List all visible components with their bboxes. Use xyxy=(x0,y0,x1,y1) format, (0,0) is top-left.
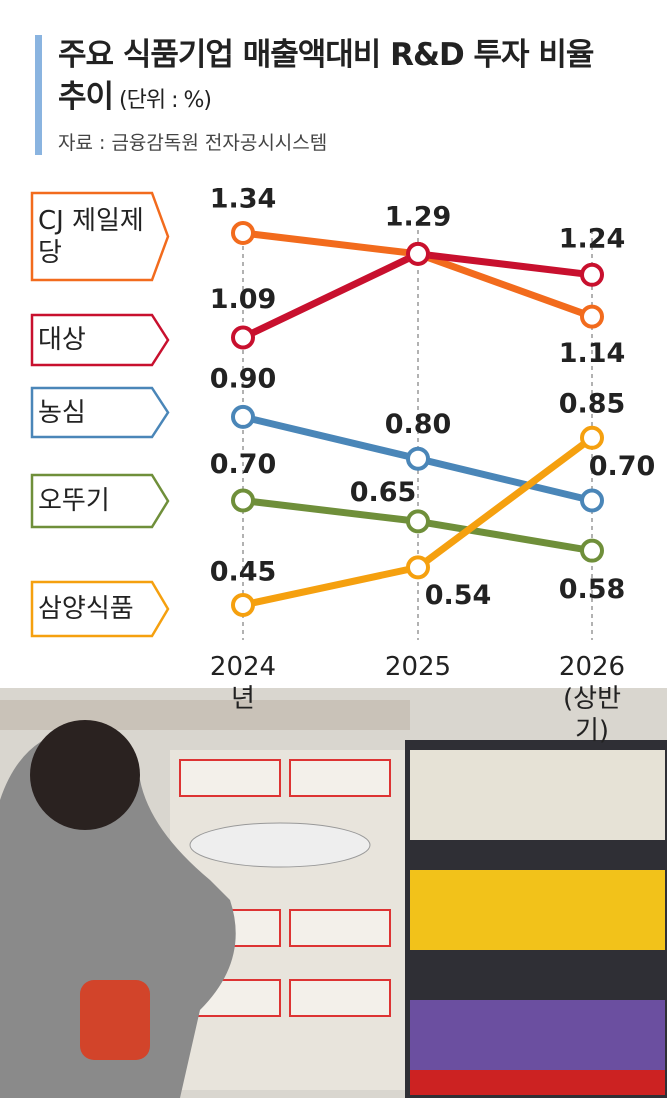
value-label: 1.29 xyxy=(385,201,452,232)
value-label: 1.09 xyxy=(210,284,277,315)
x-tick-label: 2026 (상반기) xyxy=(558,652,626,746)
point xyxy=(580,425,604,450)
legend-frame xyxy=(30,473,170,529)
photo xyxy=(0,688,667,1098)
legend-label: 대상 xyxy=(38,325,86,355)
point xyxy=(231,325,255,350)
legend-frame xyxy=(30,580,170,638)
point xyxy=(231,404,255,429)
point xyxy=(406,509,430,534)
chart-title: 주요 식품기업 매출액대비 R&D 투자 비율 추이 (단위 : %) xyxy=(58,37,594,115)
point xyxy=(231,593,255,617)
value-label: 0.80 xyxy=(385,409,452,440)
point xyxy=(231,488,255,513)
title-accent xyxy=(35,35,42,155)
value-label: 0.65 xyxy=(350,477,417,508)
point xyxy=(231,221,255,245)
point xyxy=(580,262,604,287)
legend-label: CJ 제일제당 xyxy=(38,205,144,268)
legend-frame xyxy=(30,191,170,282)
value-label: 0.70 xyxy=(210,449,277,480)
value-label: 0.70 xyxy=(589,451,656,482)
value-label: 0.85 xyxy=(559,388,626,419)
source: 자료 : 금융감독원 전자공시시스템 xyxy=(58,132,328,154)
value-label: 1.14 xyxy=(559,338,626,369)
legend-label: 농심 xyxy=(38,397,86,428)
x-tick-label: 2025 xyxy=(384,652,452,682)
point xyxy=(580,304,604,329)
point xyxy=(406,241,430,266)
point xyxy=(406,446,430,471)
value-label: 0.54 xyxy=(425,580,492,611)
value-label: 0.45 xyxy=(210,557,277,588)
value-label: 1.24 xyxy=(559,223,626,254)
value-label: 0.58 xyxy=(559,574,626,605)
legend-label: 오뚜기 xyxy=(38,486,110,516)
point xyxy=(406,555,430,580)
legend-frame xyxy=(30,386,170,439)
legend-frame xyxy=(30,313,170,367)
point xyxy=(580,538,604,563)
legend-label: 삼양식품 xyxy=(38,594,134,624)
value-label: 1.34 xyxy=(210,184,277,215)
unit-label: (단위 : %) xyxy=(119,88,212,113)
value-label: 0.90 xyxy=(210,363,277,394)
point xyxy=(580,488,604,513)
x-tick-label: 2024년 xyxy=(209,652,277,714)
